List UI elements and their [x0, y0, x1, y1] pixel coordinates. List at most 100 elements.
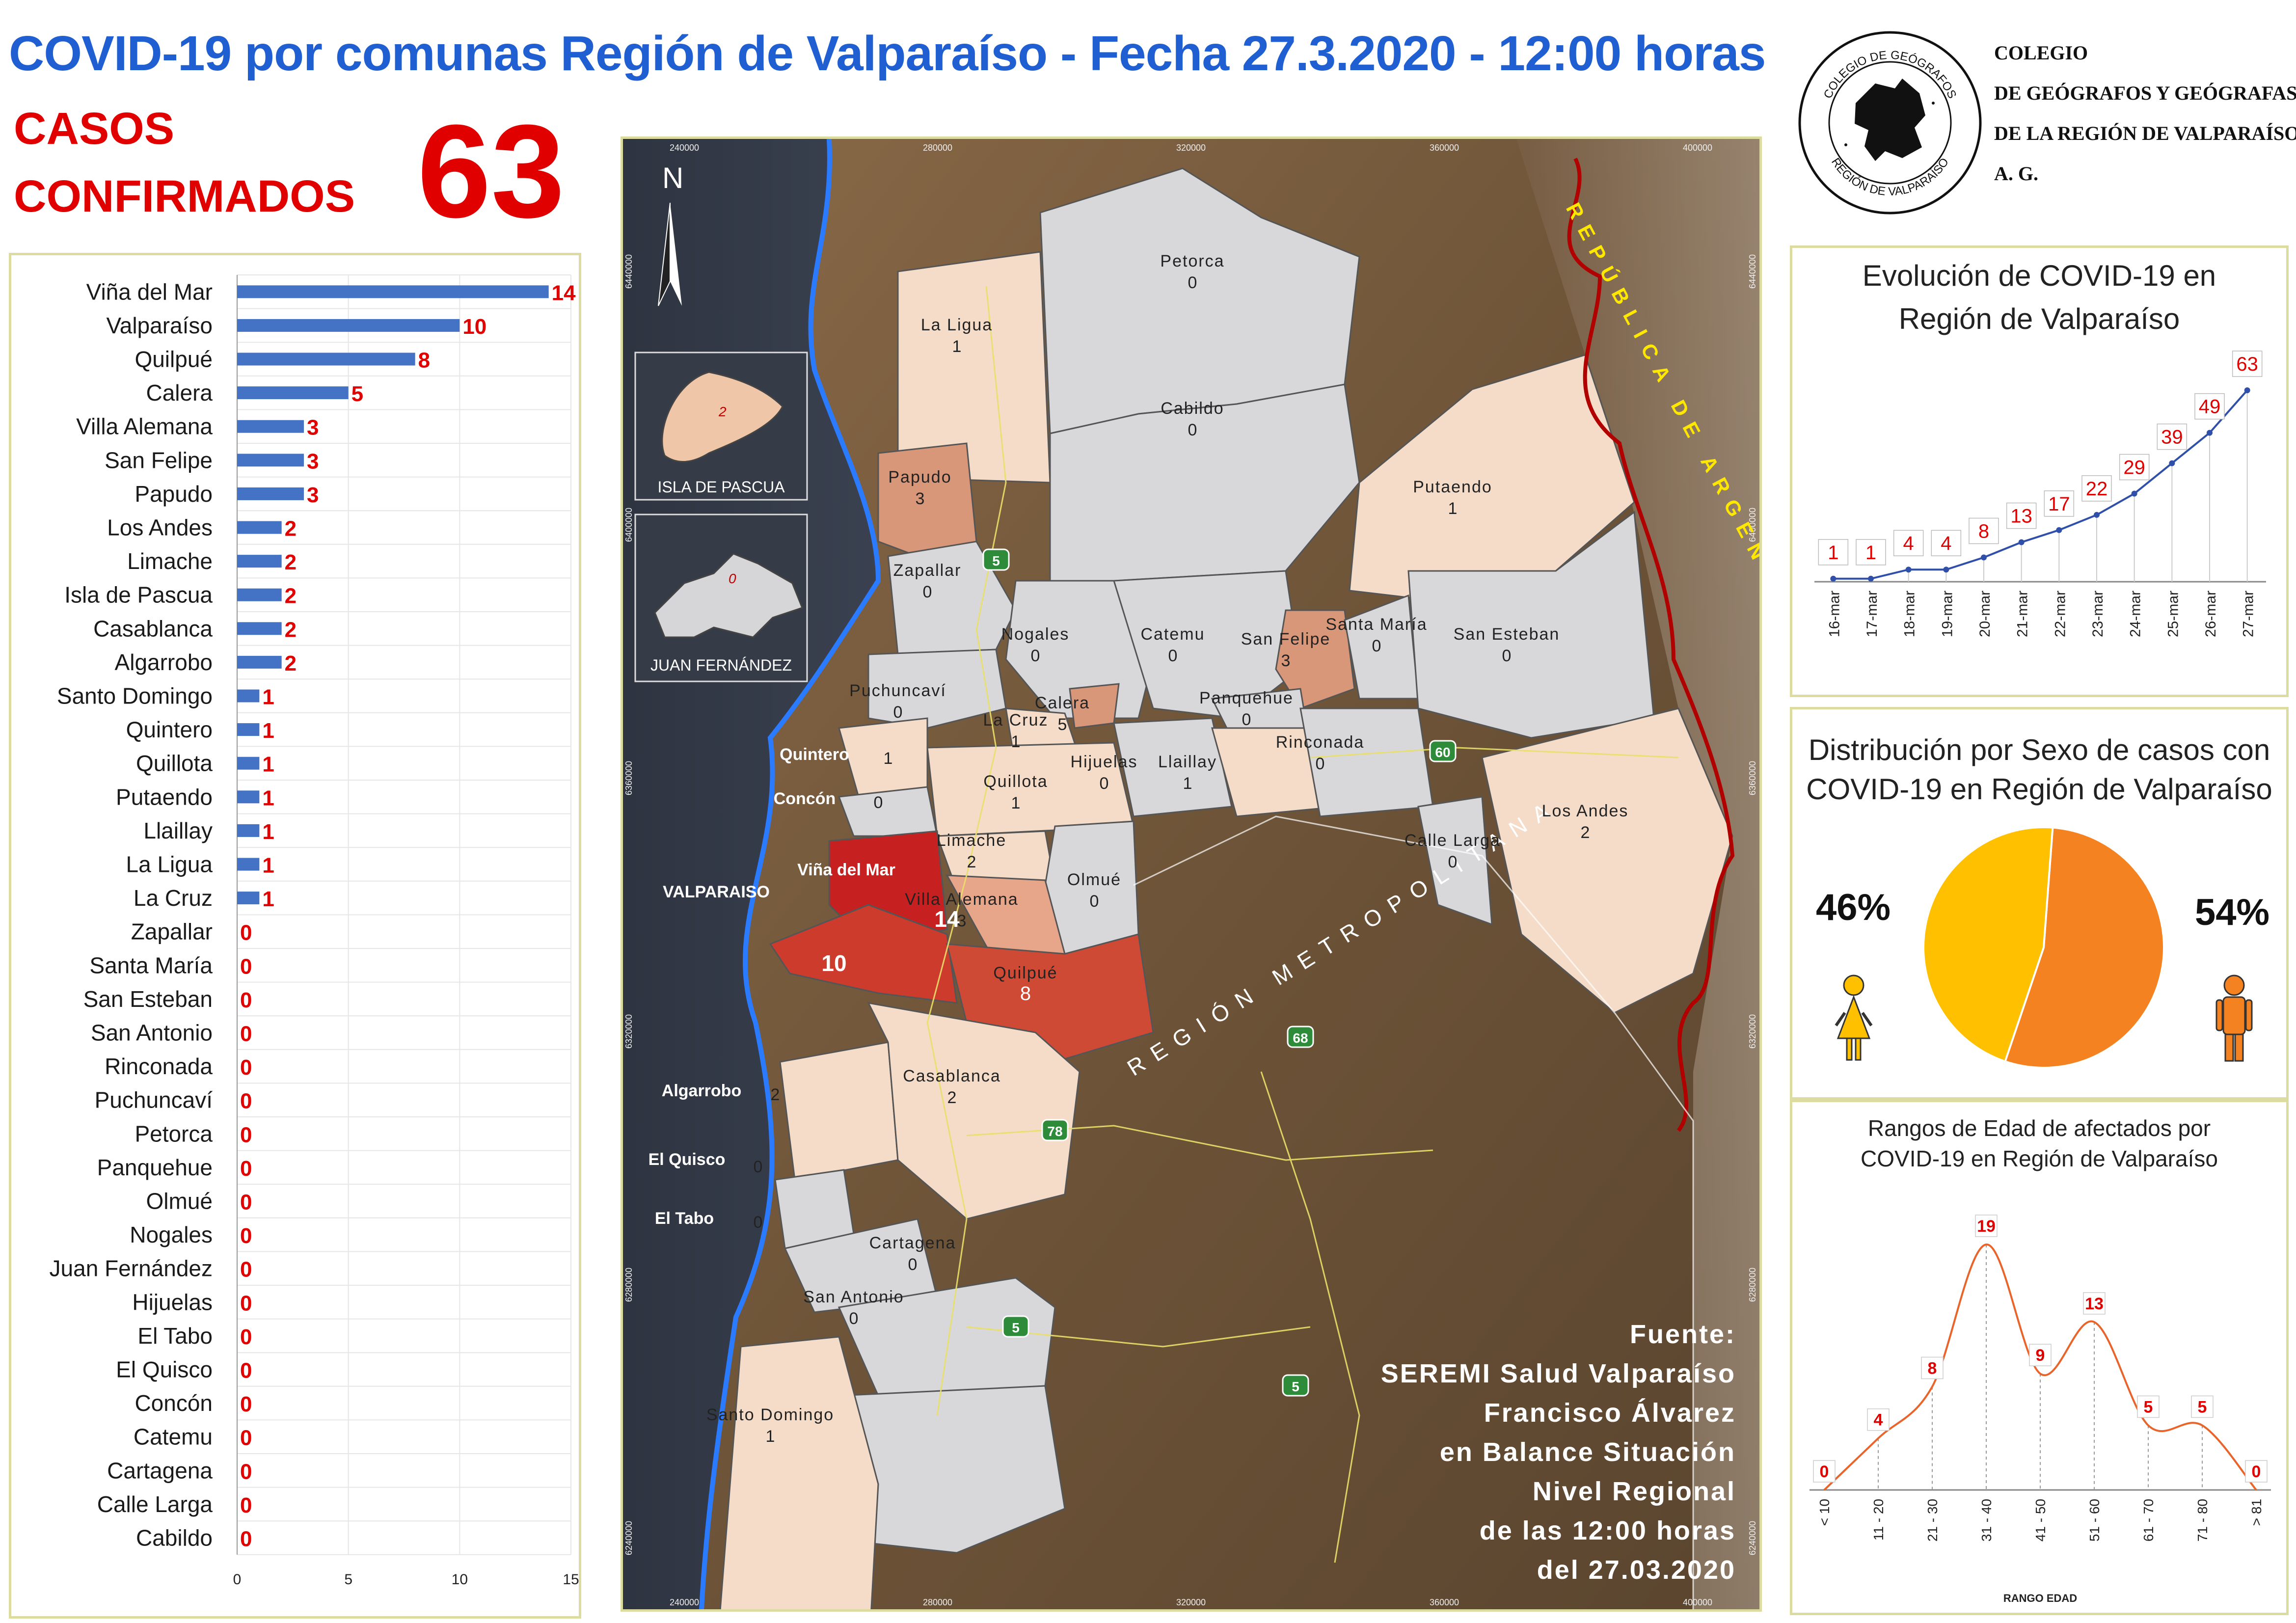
map-y-tick: 6440000 [624, 254, 634, 289]
category-label: Los Andes [107, 515, 213, 541]
data-label-box [2191, 1395, 2214, 1418]
bar-value-label: 1 [262, 685, 274, 709]
data-label: 4 [1874, 1411, 1883, 1430]
comuna-value: 1 [884, 749, 893, 768]
road-badges: 5 60 68 78 5 5 [982, 548, 1457, 1397]
bar-value-label: 0 [240, 988, 252, 1012]
comunas-bar-chart-panel: 0 5 10 15 Viña del Mar 14 Valparaíso 10 Quilpué 8… [9, 253, 581, 1619]
data-label-box [2119, 454, 2150, 481]
data-label-box [2157, 423, 2188, 450]
bar [237, 790, 260, 804]
x-tick-label: 22-mar [2052, 591, 2068, 637]
comuna-value: 1 [1183, 774, 1192, 793]
x-tick-label: 26-mar [2203, 591, 2219, 637]
data-label: 1 [1828, 542, 1838, 564]
bar-value-label: 0 [240, 1123, 252, 1147]
bar-value-label: 10 [462, 315, 486, 339]
map-x-tick: 240000 [670, 1597, 699, 1607]
source-line: Francisco Álvarez [1484, 1398, 1736, 1428]
data-point [1981, 554, 1987, 561]
bar-value-label: 0 [240, 1089, 252, 1113]
org-line-2: DE GEÓGRAFOS Y GEÓGRAFAS [1994, 82, 2296, 104]
bar [237, 622, 282, 635]
data-label-box [1893, 530, 1924, 556]
x-tick-label: 27-mar [2241, 591, 2257, 637]
comuna-value: 14 [934, 906, 960, 932]
bar-value-label: 1 [262, 820, 274, 844]
comuna-value: 1 [766, 1427, 775, 1446]
svg-text:N: N [662, 162, 683, 194]
route-shield-shape [1282, 1374, 1309, 1397]
route-number: 68 [1293, 1030, 1308, 1046]
data-label: 8 [1978, 520, 1989, 542]
bar-value-label: 0 [240, 1426, 252, 1450]
comuna-label-group: Villa Alemana 3 [905, 890, 1018, 930]
data-label: 13 [2010, 506, 2032, 527]
road-line [1310, 747, 1679, 758]
bar [237, 352, 415, 366]
data-label: 8 [1928, 1359, 1937, 1378]
category-label: San Esteban [83, 986, 213, 1012]
data-label-box [1969, 517, 1999, 544]
map-x-tick: 280000 [923, 1597, 952, 1607]
map-x-tick: 400000 [1683, 143, 1712, 153]
x-tick-label: 23-mar [2090, 591, 2106, 637]
male-percentage: 54% [2195, 892, 2270, 933]
total-confirmed-count: 63 [417, 98, 565, 245]
data-label: 13 [2085, 1295, 2104, 1313]
source-line: SEREMI Salud Valparaíso [1380, 1359, 1736, 1388]
route-number: 60 [1435, 745, 1450, 760]
category-label: Limache [127, 548, 213, 574]
x-tick-label: < 10 [1817, 1499, 1832, 1526]
bar [237, 285, 549, 298]
age-range-chart: 0 < 10 4 11 - 20 8 21 - 30 19 31 - 40 9 41 - 50 13… [1810, 1215, 2271, 1604]
comuna-value: 0 [1372, 637, 1381, 655]
route-shield-icon: 78 [1041, 1119, 1069, 1141]
route-number: 5 [992, 553, 1000, 568]
data-label: 0 [1820, 1462, 1829, 1481]
comuna-name: Algarrobo [662, 1082, 741, 1100]
x-tick-label: 11 - 20 [1871, 1499, 1886, 1541]
comuna-value: 1 [1011, 732, 1021, 751]
data-label-box [2232, 351, 2263, 377]
comuna-name: La Cruz [983, 711, 1048, 730]
category-label: Panquehue [97, 1155, 213, 1180]
comuna-polygon [1349, 354, 1635, 601]
category-label: Catemu [134, 1424, 213, 1450]
map-y-tick: 6320000 [624, 1014, 634, 1049]
comuna-name: Santo Domingo [706, 1406, 834, 1424]
bar-value-label: 14 [552, 281, 576, 305]
comuna-value: 1 [952, 337, 962, 356]
comuna-value: 0 [1502, 647, 1512, 665]
comuna-value: 10 [821, 950, 846, 976]
bar [237, 824, 260, 837]
comuna-label-group: Nogales 0 [1001, 625, 1069, 665]
x-tick-label: 18-mar [1902, 591, 1918, 637]
age-title-line1: Rangos de Edad de afectados por [1867, 1115, 2211, 1141]
comuna-label-group: Olmué 0 [1067, 870, 1120, 911]
data-point [1905, 567, 1912, 573]
evolution-title-line2: Región de Valparaíso [1898, 302, 2180, 335]
sex-pie-chart-panel: Distribución por Sexo de casos con COVID… [1790, 707, 2289, 1100]
comuna-value: 0 [1242, 710, 1251, 729]
inset-pascua-label: ISLA DE PASCUA [657, 478, 785, 496]
category-label: Santa María [89, 952, 213, 978]
category-label: San Felipe [105, 447, 213, 473]
org-line-3: DE LA REGIÓN DE VALPARAÍSO [1994, 122, 2296, 144]
comuna-name: Concón [774, 789, 836, 808]
x-tick-label: 21 - 30 [1925, 1499, 1940, 1542]
bar-value-label: 0 [240, 1055, 252, 1080]
comuna-polygon [719, 1336, 879, 1609]
comuna-polygon [837, 1277, 1056, 1397]
bar-value-label: 0 [240, 1291, 252, 1315]
category-label: Algarrobo [115, 649, 213, 675]
comuna-name: Villa Alemana [905, 890, 1018, 909]
source-line: del 27.03.2020 [1537, 1555, 1736, 1585]
comuna-name: El Quisco [648, 1150, 726, 1169]
sex-pie-chart [1835, 826, 2253, 1069]
route-shield-shape [1041, 1119, 1069, 1141]
road-line [1260, 1071, 1360, 1563]
comuna-value: 0 [1316, 755, 1325, 773]
female-percentage: 46% [1816, 887, 1891, 928]
